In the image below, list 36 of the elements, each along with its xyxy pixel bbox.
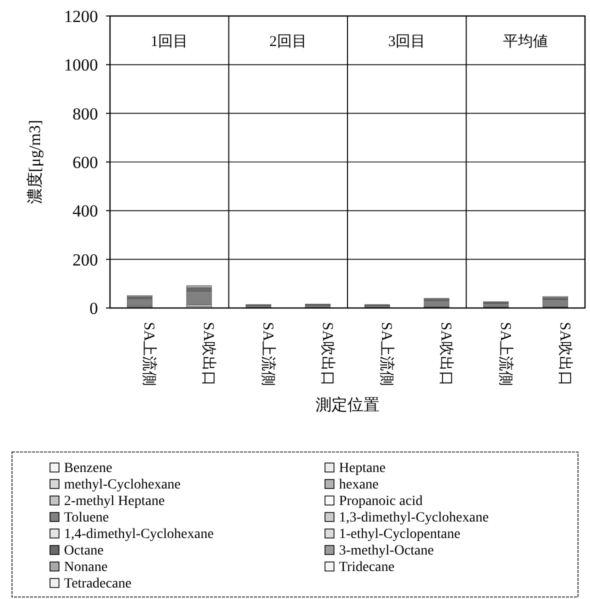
legend-label: Octane: [64, 544, 104, 558]
y-tick-label: 400: [72, 202, 98, 221]
legend-label: 1,3-dimethyl-Cyclohexane: [339, 510, 489, 526]
legend-label: hexane: [339, 478, 379, 492]
x-tick-label: SA上流側: [259, 322, 276, 386]
y-tick-label: 800: [72, 104, 98, 124]
y-tick-label: 1000: [64, 56, 98, 75]
x-tick-label: SA上流側: [140, 322, 158, 386]
legend-label: Propanoic acid: [339, 494, 423, 509]
legend-label: Nonane: [64, 560, 108, 575]
x-tick-label: SA上流側: [378, 322, 396, 386]
legend-label: 3-methyl-Octane: [339, 544, 434, 558]
legend-label: Tridecane: [339, 560, 394, 575]
legend-label: methyl-Cyclohexane: [64, 478, 181, 492]
annotation: 1回目: [150, 34, 188, 50]
legend-label: Benzene: [64, 461, 112, 476]
legend-label: Heptane: [339, 461, 386, 476]
x-tick-label: SA吹出口: [556, 322, 574, 386]
annotation: 3回目: [388, 34, 426, 50]
y-axis-title: 濃度[μg/m3]: [26, 120, 44, 204]
x-tick-label: SA吹出口: [318, 322, 336, 386]
x-tick-label: SA吹出口: [438, 322, 455, 386]
y-tick-label: 600: [72, 153, 98, 172]
legend-label: 1-ethyl-Cyclopentane: [339, 527, 460, 542]
legend-label: 1,4-dimethyl-Cyclohexane: [64, 527, 214, 542]
x-tick-label: SA吹出口: [200, 322, 218, 386]
y-tick-label: 1200: [64, 7, 98, 26]
x-axis-title: 測定位置: [316, 396, 380, 414]
annotation: 平均値: [503, 33, 548, 50]
y-tick-label: 0: [90, 299, 98, 318]
legend-label: Tetradecane: [64, 576, 132, 592]
legend-label: 2-methyl Heptane: [64, 494, 165, 509]
annotation: 2回目: [269, 34, 307, 50]
x-tick-label: SA上流側: [496, 322, 514, 386]
legend-label: Toluene: [64, 510, 109, 526]
y-tick-label: 200: [72, 250, 98, 270]
